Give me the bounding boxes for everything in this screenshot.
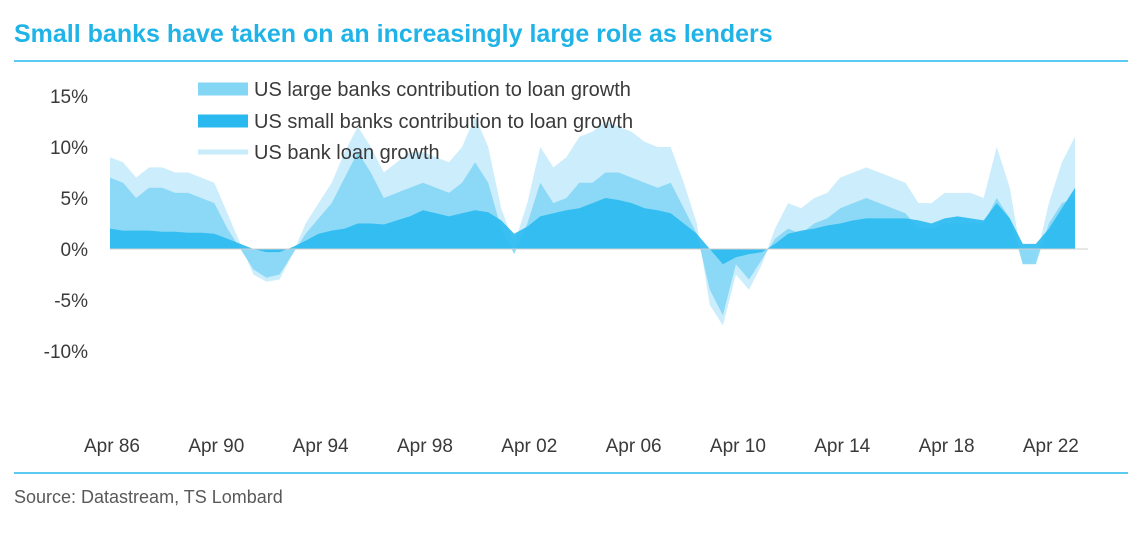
legend-label: US small banks contribution to loan grow… xyxy=(254,111,633,133)
chart-legend: US large banks contribution to loan grow… xyxy=(198,79,633,164)
y-tick-label: -5% xyxy=(54,291,88,312)
loan-growth-chart: 15%10%5%0%-5%-10% Apr 86 Apr 90 Apr 94 Apr … xyxy=(44,79,1088,457)
top-divider xyxy=(14,60,1128,62)
bottom-divider xyxy=(14,472,1128,474)
source-note: Source: Datastream, TS Lombard xyxy=(14,487,283,507)
x-tick-label: Apr 10 xyxy=(710,436,766,457)
y-tick-label: 5% xyxy=(61,189,89,210)
legend-swatch xyxy=(198,114,248,128)
x-tick-label: Apr 86 xyxy=(84,436,140,457)
x-axis: Apr 86 Apr 90 Apr 94 Apr 98 Apr 02 Apr 06 Apr … xyxy=(84,436,1079,457)
y-tick-label: -10% xyxy=(44,342,88,363)
x-tick-label: Apr 14 xyxy=(814,436,870,457)
y-axis: 15% 10% 5% 0% -5% -10% xyxy=(44,87,88,363)
x-tick-label: Apr 90 xyxy=(188,436,244,457)
x-tick-label: Apr 18 xyxy=(919,436,975,457)
y-tick-label: 15% xyxy=(50,87,88,108)
chart-title: Small banks have taken on an increasingl… xyxy=(14,20,773,48)
y-tick-label: 10% xyxy=(50,138,88,159)
x-tick-label: Apr 06 xyxy=(606,436,662,457)
legend-swatch xyxy=(198,82,248,96)
legend-label: US large banks contribution to loan grow… xyxy=(254,79,631,101)
legend-swatch xyxy=(198,149,248,155)
legend-label: US bank loan growth xyxy=(254,142,440,164)
y-tick-label: 0% xyxy=(61,240,89,261)
x-tick-label: Apr 94 xyxy=(293,436,349,457)
x-tick-label: Apr 02 xyxy=(501,436,557,457)
small-banks-area xyxy=(110,187,1075,265)
chart-plot-area xyxy=(110,116,1088,326)
x-tick-label: Apr 22 xyxy=(1023,436,1079,457)
x-tick-label: Apr 98 xyxy=(397,436,453,457)
